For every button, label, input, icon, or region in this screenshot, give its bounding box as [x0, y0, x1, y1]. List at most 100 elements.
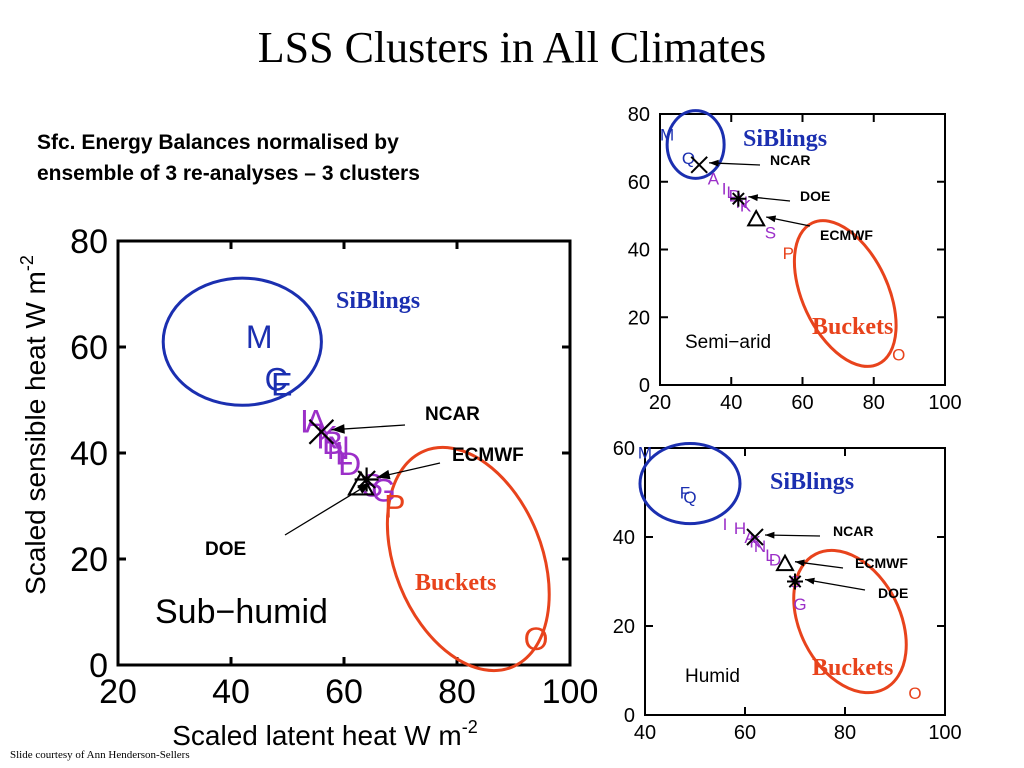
model-point-M: M — [660, 125, 674, 144]
buckets-cluster-ellipse — [385, 445, 551, 673]
region-label: Humid — [685, 666, 740, 687]
model-point-K: K — [740, 197, 752, 216]
reanalysis-label-ncar: NCAR — [770, 152, 810, 168]
x-tick-label: 60 — [734, 722, 756, 744]
plot-frame — [644, 447, 946, 716]
model-point-G: G — [793, 595, 806, 614]
model-point-E: E — [271, 367, 292, 403]
model-point-H: H — [734, 519, 746, 538]
asterisk-marker-stroke — [732, 192, 745, 206]
model-point-N: N — [754, 537, 766, 556]
model-point-A: A — [744, 528, 756, 547]
model-point-O: O — [892, 346, 905, 365]
y-tick-label: 40 — [70, 435, 108, 473]
model-point-Q: Q — [683, 488, 696, 507]
annotation-arrow-head — [765, 531, 775, 539]
model-point-K: K — [749, 533, 761, 552]
model-point-N: N — [327, 430, 350, 466]
siblings-label: SiBlings — [336, 288, 420, 314]
model-point-P: P — [384, 489, 405, 525]
annotation-arrow-head — [376, 469, 391, 480]
x-tick-label: 80 — [438, 673, 476, 711]
x-axis-label: Scaled latent heat W m-2 — [172, 717, 478, 751]
x-tick-label: 80 — [863, 392, 885, 414]
y-tick-label: 20 — [628, 307, 650, 329]
slide-footer-credit: Slide courtesy of Ann Henderson-Sellers — [10, 749, 190, 761]
y-tick-label: 40 — [613, 527, 635, 549]
buckets-cluster-ellipse — [792, 219, 898, 368]
x-tick-label: 100 — [928, 722, 961, 744]
asterisk-marker-stroke — [788, 575, 802, 588]
annotation-arrow-head — [766, 215, 777, 223]
y-tick-label: 0 — [624, 705, 635, 727]
y-tick-label: 80 — [628, 104, 650, 126]
x-tick-label: 40 — [720, 392, 742, 414]
x-tick-label: 40 — [634, 722, 656, 744]
model-point-D: D — [769, 550, 781, 569]
annotation-arrow-head — [709, 159, 719, 167]
model-point-O: O — [524, 621, 549, 657]
model-point-L: L — [335, 436, 353, 472]
reanalysis-label-ncar: NCAR — [425, 404, 480, 425]
y-tick-label: 80 — [70, 223, 108, 261]
x-tick-label: 60 — [791, 392, 813, 414]
y-tick-label: 40 — [628, 240, 650, 262]
x-tick-label: 20 — [649, 392, 671, 414]
reanalysis-label-doe: DOE — [205, 539, 246, 560]
buckets-label: Buckets — [812, 314, 893, 340]
model-point-S: S — [765, 224, 776, 243]
x-tick-label: 40 — [212, 673, 250, 711]
model-point-Q: Q — [682, 149, 695, 168]
x-tick-label: 100 — [928, 392, 961, 414]
annotation-arrow-head — [357, 482, 371, 494]
annotation-arrow-head — [805, 577, 815, 585]
annotation-arrow-head — [331, 424, 345, 434]
buckets-label: Buckets — [415, 570, 496, 596]
y-tick-label: 0 — [639, 375, 650, 397]
siblings-cluster-ellipse — [665, 109, 726, 180]
x-tick-label: 100 — [542, 673, 599, 711]
reanalysis-label-doe: DOE — [878, 585, 908, 601]
buckets-cluster-ellipse — [792, 548, 908, 695]
model-point-O: O — [908, 684, 921, 703]
model-point-F: F — [680, 484, 690, 503]
subtitle-line-1: Sfc. Energy Balances normalised by — [37, 131, 399, 154]
buckets-label: Buckets — [812, 655, 893, 681]
x-marker-stroke — [746, 528, 764, 546]
x-tick-label: 20 — [99, 673, 137, 711]
model-point-I: I — [722, 180, 727, 199]
siblings-cluster-ellipse — [161, 276, 323, 407]
region-label: Sub−humid — [155, 593, 328, 631]
siblings-label: SiBlings — [770, 469, 854, 495]
reanalysis-label-doe: DOE — [800, 188, 830, 204]
annotation-arrow-head — [795, 559, 805, 567]
y-tick-label: 60 — [628, 172, 650, 194]
model-point-D: D — [338, 446, 361, 482]
y-tick-label: 0 — [89, 647, 108, 685]
sub-humid-chart: 20 40 60 80 100020406080MCEIAKBNLDSGPONCAREC… — [17, 223, 599, 751]
model-point-P: P — [783, 244, 794, 263]
siblings-cluster-ellipse — [638, 442, 742, 526]
x-tick-label: 80 — [834, 722, 856, 744]
y-tick-label: 60 — [70, 329, 108, 367]
triangle-marker — [746, 208, 766, 227]
x-marker-stroke — [308, 419, 335, 445]
model-point-I: I — [300, 404, 309, 440]
triangle-marker — [775, 553, 795, 572]
model-point-I: I — [723, 515, 728, 534]
y-tick-label: 60 — [613, 438, 635, 460]
annotation-arrow-line — [284, 482, 372, 536]
y-tick-label: 20 — [70, 541, 108, 579]
y-tick-label: 20 — [613, 616, 635, 638]
x-tick-label: 60 — [325, 673, 363, 711]
model-point-L: L — [765, 546, 774, 565]
slide-title: LSS Clusters in All Climates — [257, 23, 767, 72]
model-point-C: C — [265, 361, 288, 397]
model-point-A: A — [708, 169, 720, 188]
model-point-M: M — [638, 444, 652, 463]
y-axis-label: Scaled sensible heat W m-2 — [17, 255, 51, 595]
reanalysis-label-ecmwf: ECMWF — [452, 445, 524, 466]
model-point-L: L — [727, 183, 736, 202]
